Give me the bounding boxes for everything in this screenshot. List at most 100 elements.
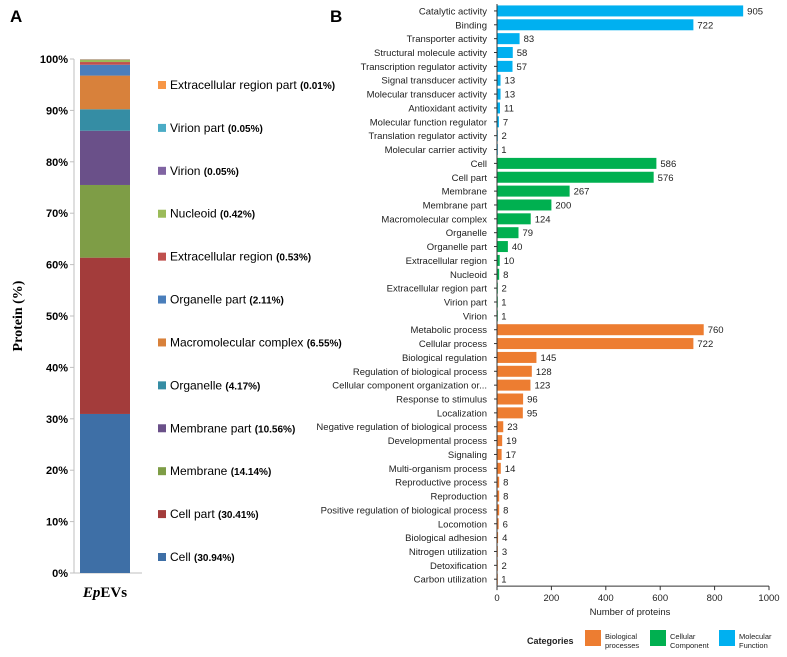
stacked-bar-legend: Extracellular region part (0.01%) Virion … (158, 78, 342, 564)
legend-swatch (158, 381, 166, 390)
bar (497, 393, 524, 405)
value-label: 6 (503, 519, 508, 530)
value-label: 13 (505, 76, 516, 87)
legend-swatch (158, 424, 166, 433)
stack-segment (80, 109, 130, 131)
legend-percent: (0.42%) (220, 210, 255, 221)
bar (497, 116, 499, 128)
legend-label: Cellular (670, 632, 696, 641)
legend-label: Extracellular region (0.53%) (170, 250, 311, 264)
value-label: 4 (502, 533, 507, 544)
x-tick-label: 200 (543, 593, 559, 604)
bar (497, 324, 704, 336)
category-label: Organelle (446, 228, 487, 239)
legend-percent: (0.05%) (228, 124, 263, 135)
stack-segment (80, 130, 130, 185)
legend-label: Membrane (14.14%) (170, 464, 271, 478)
y-tick-label: 10% (46, 517, 68, 529)
legend-swatch (158, 252, 166, 261)
legend-name: Membrane (170, 464, 231, 478)
bar (497, 227, 519, 239)
legend-percent: (0.05%) (204, 167, 239, 178)
bar (497, 157, 657, 169)
category-label: Translation regulator activity (369, 131, 488, 142)
y-tick-label: 70% (46, 208, 68, 220)
bar (497, 102, 500, 114)
value-label: 128 (536, 367, 552, 378)
legend-name: Nucleoid (170, 207, 220, 221)
bar (497, 421, 504, 433)
bar (497, 476, 500, 488)
bar (497, 213, 531, 225)
category-label: Organelle part (427, 242, 488, 253)
bar (497, 171, 654, 183)
bar (497, 462, 501, 474)
category-label: Carbon utilization (414, 575, 487, 586)
legend-swatch (158, 81, 166, 89)
y-tick-label: 50% (46, 311, 68, 323)
y-tick-label: 0% (52, 568, 68, 580)
value-label: 124 (535, 214, 551, 225)
category-label: Signal transducer activity (381, 76, 487, 87)
bar (497, 532, 499, 544)
legend-swatch (585, 630, 601, 646)
bar (497, 88, 501, 100)
legend-name: Macromolecular complex (170, 335, 307, 349)
legend-percent: (30.94%) (194, 553, 235, 564)
legend-label: Extracellular region part (0.01%) (170, 78, 335, 92)
legend-swatch (158, 553, 166, 561)
bar (497, 379, 531, 391)
legend-swatch (650, 630, 666, 646)
category-label: Nitrogen utilization (409, 547, 487, 558)
x-tick-label: 0 (494, 593, 499, 604)
x-tick-label: 600 (652, 593, 668, 604)
legend-label: Organelle part (2.11%) (170, 293, 284, 307)
category-label: Binding (455, 20, 487, 31)
legend-label: Function (739, 641, 768, 650)
category-label: Multi-organism process (389, 464, 487, 475)
bar (497, 351, 537, 363)
value-label: 1 (501, 145, 506, 156)
legend-label: Component (670, 641, 710, 650)
stack-segment (80, 64, 130, 76)
category-label: Nucleoid (450, 270, 487, 281)
category-label: Positive regulation of biological proces… (321, 505, 488, 516)
legend-percent: (4.17%) (225, 381, 260, 392)
legend-name: Cell (170, 550, 194, 564)
bar (497, 19, 694, 31)
category-label: Transporter activity (407, 34, 488, 45)
legend-name: Extracellular region part (170, 78, 300, 92)
bar (497, 33, 520, 45)
legend-label: Molecular (739, 632, 772, 641)
bar (497, 254, 500, 266)
category-label: Negative regulation of biological proces… (316, 422, 487, 433)
legend-percent: (0.53%) (276, 253, 311, 264)
legend-name: Cell part (170, 507, 218, 521)
category-label: Membrane part (423, 200, 488, 211)
category-label: Molecular carrier activity (385, 145, 488, 156)
category-label: Molecular transducer activity (367, 90, 488, 101)
legend-label: Nucleoid (0.42%) (170, 207, 255, 221)
bar (497, 60, 513, 72)
category-label: Membrane (442, 187, 487, 198)
category-label: Virion (463, 311, 487, 322)
bar (497, 241, 508, 253)
bar (497, 47, 513, 59)
value-label: 11 (504, 103, 514, 114)
category-label: Biological regulation (402, 353, 487, 364)
bar (497, 490, 500, 502)
value-label: 3 (502, 547, 507, 558)
bar (497, 365, 532, 377)
value-label: 1 (501, 297, 506, 308)
value-label: 267 (574, 187, 590, 198)
value-label: 760 (708, 325, 724, 336)
category-label: Reproductive process (395, 478, 487, 489)
category-label: Molecular function regulator (370, 117, 487, 128)
x-category-label: EpEVs (82, 585, 127, 601)
legend-percent: (10.56%) (255, 424, 296, 435)
y-tick-label: 100% (40, 54, 68, 66)
category-label: Response to stimulus (396, 395, 487, 406)
x-tick-label: 1000 (758, 593, 779, 604)
